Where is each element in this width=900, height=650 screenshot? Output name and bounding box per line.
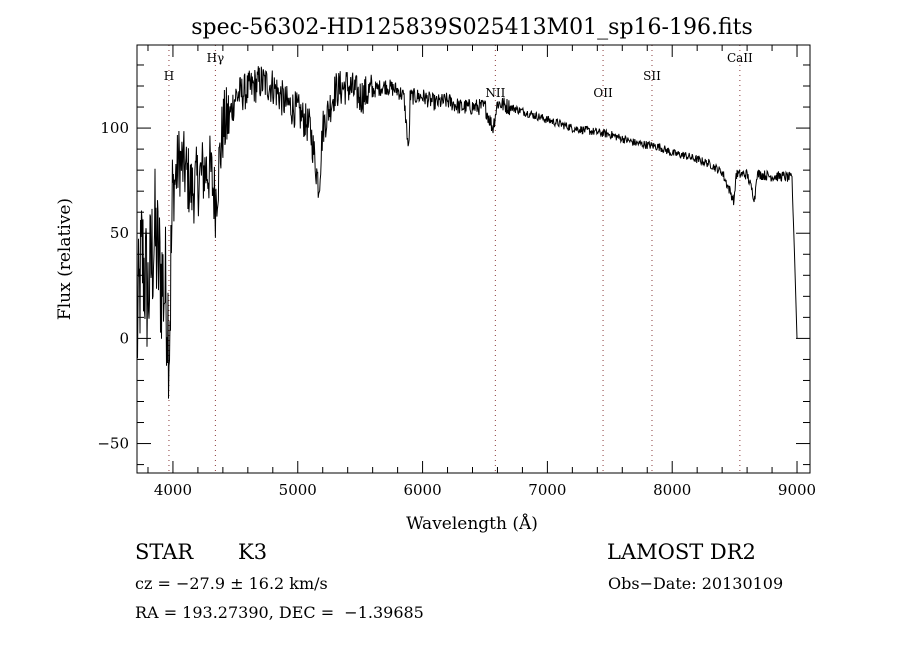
- x-tick-label: 7000: [528, 481, 566, 499]
- plot-frame: [136, 44, 811, 474]
- chart-title: spec-56302-HD125839S025413M01_sp16-196.f…: [191, 15, 753, 40]
- x-tick-label: 9000: [778, 481, 816, 499]
- line-marker-label: OII: [593, 86, 613, 100]
- spectrum-line: [136, 66, 798, 399]
- line-marker-label: H: [164, 69, 174, 83]
- line-marker-label: CaII: [727, 51, 753, 65]
- y-tick-label: 0: [119, 329, 129, 347]
- x-axis-label: Wavelength (Å): [406, 513, 538, 534]
- redshift-text: cz = −27.9 ± 16.2 km/s: [135, 574, 328, 593]
- class-label: STAR: [135, 540, 194, 564]
- y-tick-label: 50: [110, 224, 129, 242]
- line-marker-label: Hγ: [207, 51, 225, 65]
- x-tick-label: 4000: [154, 481, 192, 499]
- y-tick-label: −50: [97, 435, 129, 453]
- obs-date-text: Obs−Date: 20130109: [608, 574, 784, 593]
- survey-label: LAMOST DR2: [607, 540, 756, 564]
- subclass-label: K3: [238, 540, 268, 564]
- x-tick-label: 6000: [403, 481, 441, 499]
- line-marker-label: SII: [643, 69, 661, 83]
- y-tick-label: 100: [100, 119, 129, 137]
- x-tick-label: 8000: [653, 481, 691, 499]
- x-tick-label: 5000: [279, 481, 317, 499]
- y-axis-label: Flux (relative): [55, 198, 75, 320]
- coordinates-text: RA = 193.27390, DEC = −1.39685: [135, 603, 424, 622]
- line-marker-label: NII: [485, 86, 505, 100]
